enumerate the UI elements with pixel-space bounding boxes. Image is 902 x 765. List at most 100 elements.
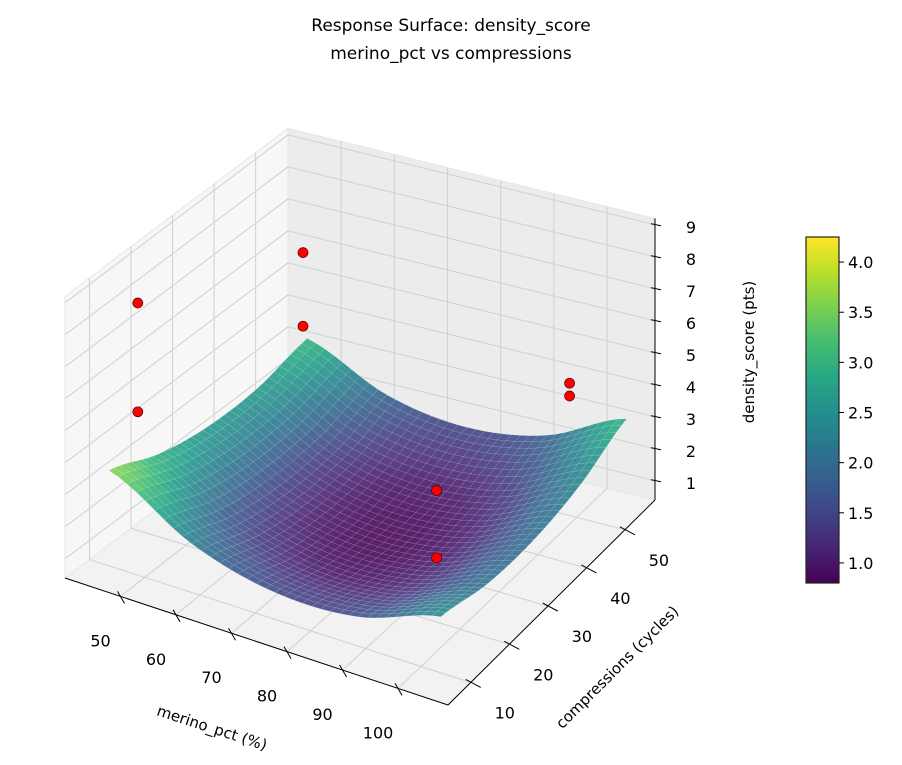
x-tick [228, 627, 236, 641]
chart-subtitle: merino_pct vs compressions [330, 44, 572, 64]
x-tick-label: 80 [257, 687, 277, 706]
y-tick [504, 640, 520, 650]
x-tick-label: 100 [363, 723, 394, 742]
z-tick [650, 479, 662, 483]
gridline-z-left [64, 262, 289, 432]
y-tick [542, 602, 559, 612]
z-axis-label: density_score (pts) [740, 281, 759, 424]
surface-patch [477, 578, 494, 585]
surface-patch [451, 597, 468, 603]
gridline-y-floor [89, 559, 471, 683]
data-point [297, 320, 309, 332]
z-tick [650, 255, 662, 259]
x-axis-label: merino_pct (%) [154, 702, 269, 756]
z-tick-label: 8 [686, 250, 696, 269]
gridline-z-left [64, 134, 289, 304]
y-tick [465, 679, 481, 688]
surface-patch [508, 549, 525, 556]
z-tick [650, 351, 662, 355]
x-axis-line [64, 577, 449, 706]
z-tick-label: 7 [686, 282, 696, 301]
data-point [297, 247, 309, 258]
x-tick [339, 664, 347, 678]
gridline-z-back [287, 262, 656, 354]
y-axis-line [447, 499, 656, 706]
y-axis-label: compressions (cycles) [552, 602, 682, 732]
surface-patch [493, 564, 509, 571]
surface-patch [503, 554, 519, 561]
z-tick [650, 383, 662, 387]
z-tick [650, 223, 662, 227]
colorbar-tick-label: 1.0 [848, 554, 873, 573]
x-tick-label: 90 [312, 705, 332, 724]
y-tick-label: 50 [649, 551, 669, 570]
colorbar: 1.0 1.5 2.0 2.5 3.0 3.5 4.0 [805, 236, 873, 584]
surface-patch [498, 559, 514, 566]
gridline-z-left [64, 230, 289, 400]
gridline-z-left [64, 326, 289, 496]
data-point [564, 377, 575, 389]
y-tick-label: 40 [610, 589, 630, 608]
colorbar-tick-label: 2.0 [848, 454, 873, 473]
data-point [431, 485, 442, 496]
surface-patch [482, 574, 499, 580]
colorbar-tick-label: 1.5 [848, 504, 873, 523]
z-tick [650, 319, 662, 323]
surface-patch [487, 569, 504, 576]
z-tick-label: 2 [686, 442, 696, 461]
z-tick-label: 6 [686, 314, 696, 333]
x-tick-label: 50 [90, 631, 110, 650]
surface-patch [581, 462, 597, 471]
gridline-z-left [64, 358, 289, 528]
z-tick-label: 5 [686, 346, 696, 365]
gridline-z-left [64, 294, 289, 464]
gridline-z-left [64, 198, 289, 368]
z-tick-label: 4 [686, 378, 696, 397]
data-point [132, 297, 144, 309]
z-tick [650, 415, 662, 419]
y-tick-label: 10 [495, 703, 515, 722]
y-tick-label: 20 [533, 665, 553, 684]
data-point [132, 406, 144, 418]
y-tick [619, 526, 636, 536]
x-tick [117, 591, 125, 604]
data-point [564, 390, 575, 402]
surface-patch [461, 590, 478, 596]
gridline-z-back [287, 198, 656, 290]
y-tick [581, 564, 597, 574]
x-tick [394, 683, 403, 696]
z-tick-label: 3 [686, 410, 696, 429]
surface-patch [467, 586, 483, 592]
gridline-x-floor [397, 487, 608, 689]
z-tick-label: 9 [686, 218, 696, 237]
surface-patch [513, 544, 530, 551]
plot-scene [108, 247, 628, 619]
y-tick-label: 30 [572, 627, 592, 646]
surface-patch [431, 611, 447, 617]
tick-labels: 50 60 70 80 90 100 10 20 30 40 50 1 2 3 4 5 6 7 8 9 [90, 218, 696, 743]
x-tick [172, 609, 181, 623]
gridline-z-back [287, 134, 656, 226]
colorbar-gradient [805, 236, 840, 584]
chart-title: Response Surface: density_score [311, 16, 590, 36]
colorbar-tick-label: 4.0 [848, 253, 873, 272]
gridline-z-back [287, 166, 656, 258]
x-tick-label: 70 [201, 668, 221, 687]
z-tick [650, 447, 662, 451]
data-point [431, 552, 442, 564]
x-tick [283, 646, 292, 659]
x-tick-label: 60 [146, 650, 166, 669]
z-tick [650, 287, 662, 291]
gridline-z-back [287, 326, 656, 418]
surface-patch [519, 539, 535, 546]
axis-lines [64, 218, 662, 706]
colorbar-tick-label: 2.5 [848, 404, 873, 423]
colorbar-tick-label: 3.5 [848, 303, 873, 322]
gridline-z-back [287, 230, 656, 322]
colorbar-tick-label: 3.0 [848, 353, 873, 372]
gridline-z-back [287, 294, 656, 386]
z-tick-label: 1 [686, 474, 696, 493]
surface-patch [591, 447, 607, 456]
